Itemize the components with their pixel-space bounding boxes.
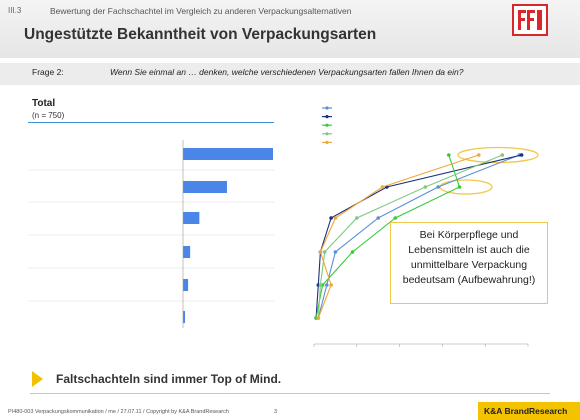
callout-box: Bei Körperpflege und Lebensmitteln ist a… [390,222,548,304]
bar [183,212,200,224]
header-bar [0,0,580,58]
series-point [376,216,381,220]
series-point [333,250,338,254]
legend-marker [325,132,329,136]
series-point [322,250,327,254]
series-point [423,185,428,189]
arrow-right-icon [32,371,43,387]
series-point [316,316,321,320]
series-line [317,154,503,319]
highlight-ellipse [457,146,539,164]
bar [183,181,227,193]
series-line [317,154,520,319]
question-text: Wenn Sie einmal an … denken, welche vers… [110,67,464,77]
question-bar [0,63,580,85]
series-point [333,216,338,220]
series-point [355,216,359,220]
legend-marker [325,115,329,119]
legend-marker [325,106,329,110]
series-point [519,153,524,157]
series-line [317,154,479,319]
total-label: Total [32,98,56,109]
series-point [318,250,323,254]
total-sample-size: (n = 750) [32,111,65,120]
series-point [393,216,398,220]
conclusion-text: Faltschachteln sind immer Top of Mind. [56,372,282,386]
bar [183,311,186,323]
section-number: III.3 [8,6,22,15]
series-point [457,185,462,189]
series-point [436,185,440,189]
page-title: Ungestützte Bekanntheit von Verpackungsa… [24,26,377,43]
bar [183,279,189,291]
series-line [315,154,522,319]
series-point [500,153,505,157]
series-point [329,283,333,287]
highlight-ellipse [439,179,493,195]
legend-marker [325,140,329,144]
series-point [380,185,385,189]
brand-logo-icon [512,4,548,36]
bar [183,148,273,160]
bar [183,246,191,258]
bottom-divider [30,393,550,394]
series-point [318,283,323,287]
series-point [325,283,329,287]
series-point [447,153,451,157]
section-title: Bewertung der Fachschachtel im Vergleich… [50,6,352,16]
series-line [315,154,461,319]
page-number: 3 [274,409,278,415]
series-point [329,216,333,220]
footer-text: PI480-003 Verpackungskommunikation / me … [8,409,229,415]
series-point [350,250,355,254]
brand-badge: K&A BrandResearch [478,402,580,420]
legend-marker [325,123,329,127]
question-label: Frage 2: [32,67,64,77]
series-point [477,153,481,157]
section-divider [28,122,274,123]
